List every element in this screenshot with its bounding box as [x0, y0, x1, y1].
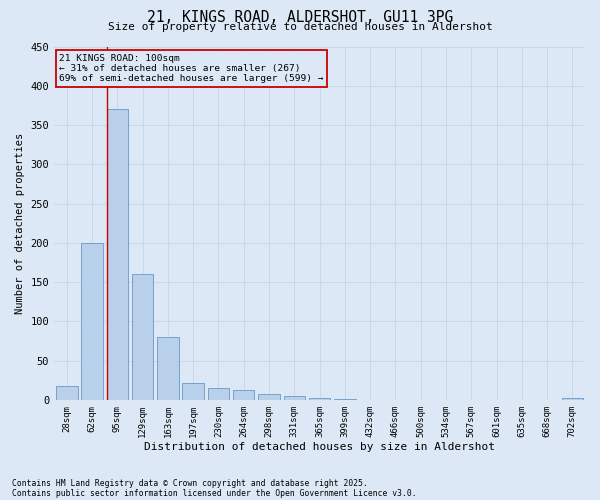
- Bar: [182, 382, 204, 400]
- Y-axis label: Number of detached properties: Number of detached properties: [15, 132, 25, 314]
- Bar: [157, 337, 179, 400]
- Bar: [82, 243, 103, 400]
- Bar: [334, 399, 356, 400]
- Bar: [284, 396, 305, 400]
- Text: Contains public sector information licensed under the Open Government Licence v3: Contains public sector information licen…: [12, 488, 416, 498]
- Text: Contains HM Land Registry data © Crown copyright and database right 2025.: Contains HM Land Registry data © Crown c…: [12, 478, 368, 488]
- Text: Size of property relative to detached houses in Aldershot: Size of property relative to detached ho…: [107, 22, 493, 32]
- Bar: [107, 110, 128, 400]
- Text: 21 KINGS ROAD: 100sqm
← 31% of detached houses are smaller (267)
69% of semi-det: 21 KINGS ROAD: 100sqm ← 31% of detached …: [59, 54, 324, 84]
- Bar: [258, 394, 280, 400]
- Bar: [233, 390, 254, 400]
- Bar: [309, 398, 331, 400]
- Bar: [56, 386, 77, 400]
- Bar: [132, 274, 154, 400]
- Text: 21, KINGS ROAD, ALDERSHOT, GU11 3PG: 21, KINGS ROAD, ALDERSHOT, GU11 3PG: [147, 10, 453, 25]
- Bar: [208, 388, 229, 400]
- X-axis label: Distribution of detached houses by size in Aldershot: Distribution of detached houses by size …: [144, 442, 495, 452]
- Bar: [562, 398, 583, 400]
